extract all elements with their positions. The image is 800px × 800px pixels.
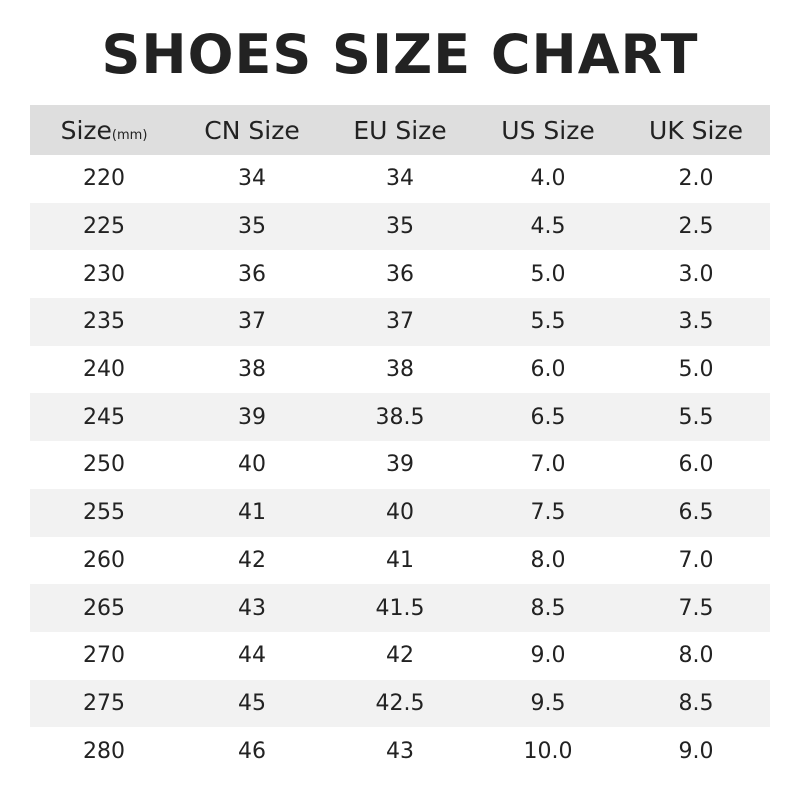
- table-cell: 38: [386, 357, 414, 383]
- table-cell: 42.5: [375, 690, 425, 716]
- table-row: 255 41 40 7.5 6.5: [30, 488, 770, 537]
- table-cell: 43: [238, 595, 266, 621]
- column-header-us: US Size: [501, 115, 595, 145]
- table-cell: 34: [386, 166, 414, 192]
- table-cell: 45: [238, 690, 266, 716]
- table-cell: 38: [238, 357, 266, 383]
- table-header-row: Size(mm) CN Size EU Size US Size UK Size: [30, 105, 770, 155]
- table-row: 240 38 38 6.0 5.0: [30, 346, 770, 394]
- table-row: 260 42 41 8.0 7.0: [30, 537, 770, 585]
- table-row: 230 36 36 5.0 3.0: [30, 250, 770, 298]
- table-row: 245 39 38.5 6.5 5.5: [30, 393, 770, 442]
- table-cell: 43: [386, 738, 414, 764]
- table-cell: 6.5: [530, 404, 566, 430]
- table-cell: 280: [83, 738, 125, 764]
- table-cell: 7.0: [530, 452, 566, 478]
- table-cell: 3.0: [678, 261, 714, 287]
- table-cell: 40: [238, 452, 266, 478]
- table-cell: 225: [83, 214, 125, 240]
- table-cell: 39: [238, 404, 266, 430]
- table-cell: 220: [83, 166, 125, 192]
- table-cell: 8.5: [530, 595, 566, 621]
- table-cell: 38.5: [375, 404, 425, 430]
- table-cell: 260: [83, 547, 125, 573]
- table-cell: 10.0: [523, 738, 573, 764]
- table-row: 250 40 39 7.0 6.0: [30, 441, 770, 489]
- table-cell: 42: [238, 547, 266, 573]
- column-header-eu: EU Size: [353, 115, 447, 145]
- table-cell: 6.5: [678, 500, 714, 526]
- table-cell: 9.5: [530, 690, 566, 716]
- table-row: 235 37 37 5.5 3.5: [30, 298, 770, 346]
- table-cell: 235: [83, 309, 125, 335]
- table-cell: 230: [83, 261, 125, 287]
- table-row: 220 34 34 4.0 2.0: [30, 155, 770, 203]
- table-cell: 7.5: [678, 595, 714, 621]
- table-cell: 3.5: [678, 309, 714, 335]
- column-header-cn: CN Size: [204, 115, 300, 145]
- table-cell: 4.0: [530, 166, 566, 192]
- table-cell: 37: [386, 309, 414, 335]
- table-row: 275 45 42.5 9.5 8.5: [30, 679, 770, 728]
- column-header-label: Size: [60, 115, 112, 145]
- table-cell: 2.0: [678, 166, 714, 192]
- table-cell: 7.5: [530, 500, 566, 526]
- table-cell: 9.0: [678, 738, 714, 764]
- table-cell: 5.0: [530, 261, 566, 287]
- table-cell: 240: [83, 357, 125, 383]
- table-row: 280 46 43 10.0 9.0: [30, 727, 770, 775]
- table-cell: 275: [83, 690, 125, 716]
- table-cell: 5.5: [678, 404, 714, 430]
- table-cell: 42: [386, 643, 414, 669]
- table-cell: 34: [238, 166, 266, 192]
- table-cell: 5.5: [530, 309, 566, 335]
- table-cell: 4.5: [530, 214, 566, 240]
- table-cell: 39: [386, 452, 414, 478]
- table-cell: 6.0: [530, 357, 566, 383]
- size-chart-table: Size(mm) CN Size EU Size US Size UK Size…: [30, 105, 770, 775]
- table-cell: 41: [386, 547, 414, 573]
- table-cell: 41.5: [375, 595, 425, 621]
- table-cell: 7.0: [678, 547, 714, 573]
- table-row: 225 35 35 4.5 2.5: [30, 202, 770, 251]
- table-cell: 255: [83, 500, 125, 526]
- table-cell: 41: [238, 500, 266, 526]
- column-header-uk: UK Size: [649, 115, 743, 145]
- table-cell: 5.0: [678, 357, 714, 383]
- column-header-size: Size(mm): [30, 105, 178, 155]
- table-cell: 265: [83, 595, 125, 621]
- column-header-unit: (mm): [111, 127, 148, 143]
- table-cell: 37: [238, 309, 266, 335]
- table-cell: 8.0: [678, 643, 714, 669]
- page-title: SHOES SIZE CHART: [101, 23, 699, 86]
- table-cell: 8.5: [678, 690, 714, 716]
- table-cell: 36: [386, 261, 414, 287]
- table-row: 270 44 42 9.0 8.0: [30, 632, 770, 680]
- table-cell: 270: [83, 643, 125, 669]
- table-cell: 35: [386, 214, 414, 240]
- table-cell: 9.0: [530, 643, 566, 669]
- table-cell: 46: [238, 738, 266, 764]
- table-cell: 44: [238, 643, 266, 669]
- table-cell: 36: [238, 261, 266, 287]
- table-cell: 40: [386, 500, 414, 526]
- table-cell: 2.5: [678, 214, 714, 240]
- table-cell: 6.0: [678, 452, 714, 478]
- table-cell: 8.0: [530, 547, 566, 573]
- table-cell: 35: [238, 214, 266, 240]
- table-cell: 245: [83, 404, 125, 430]
- table-cell: 250: [83, 452, 125, 478]
- table-row: 265 43 41.5 8.5 7.5: [30, 584, 770, 632]
